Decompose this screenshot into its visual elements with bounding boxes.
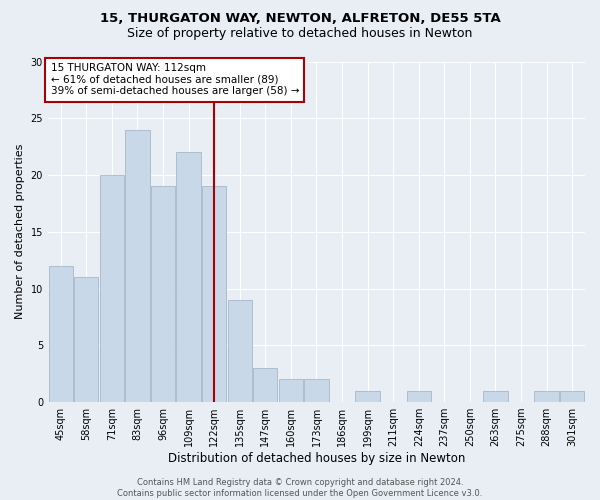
Text: Size of property relative to detached houses in Newton: Size of property relative to detached ho… [127,28,473,40]
Text: 15 THURGATON WAY: 112sqm
← 61% of detached houses are smaller (89)
39% of semi-d: 15 THURGATON WAY: 112sqm ← 61% of detach… [50,63,299,96]
Bar [407,390,431,402]
Bar [49,266,73,402]
Bar [253,368,277,402]
Bar [74,277,98,402]
Bar [484,390,508,402]
Bar [125,130,149,402]
Text: 15, THURGATON WAY, NEWTON, ALFRETON, DE55 5TA: 15, THURGATON WAY, NEWTON, ALFRETON, DE5… [100,12,500,26]
Bar [227,300,252,402]
Bar [151,186,175,402]
X-axis label: Distribution of detached houses by size in Newton: Distribution of detached houses by size … [168,452,465,465]
Bar [304,380,329,402]
Bar [176,152,201,402]
Bar [100,175,124,402]
Bar [279,380,303,402]
Bar [560,390,584,402]
Y-axis label: Number of detached properties: Number of detached properties [15,144,25,320]
Bar [355,390,380,402]
Bar [535,390,559,402]
Text: Contains HM Land Registry data © Crown copyright and database right 2024.
Contai: Contains HM Land Registry data © Crown c… [118,478,482,498]
Bar [202,186,226,402]
